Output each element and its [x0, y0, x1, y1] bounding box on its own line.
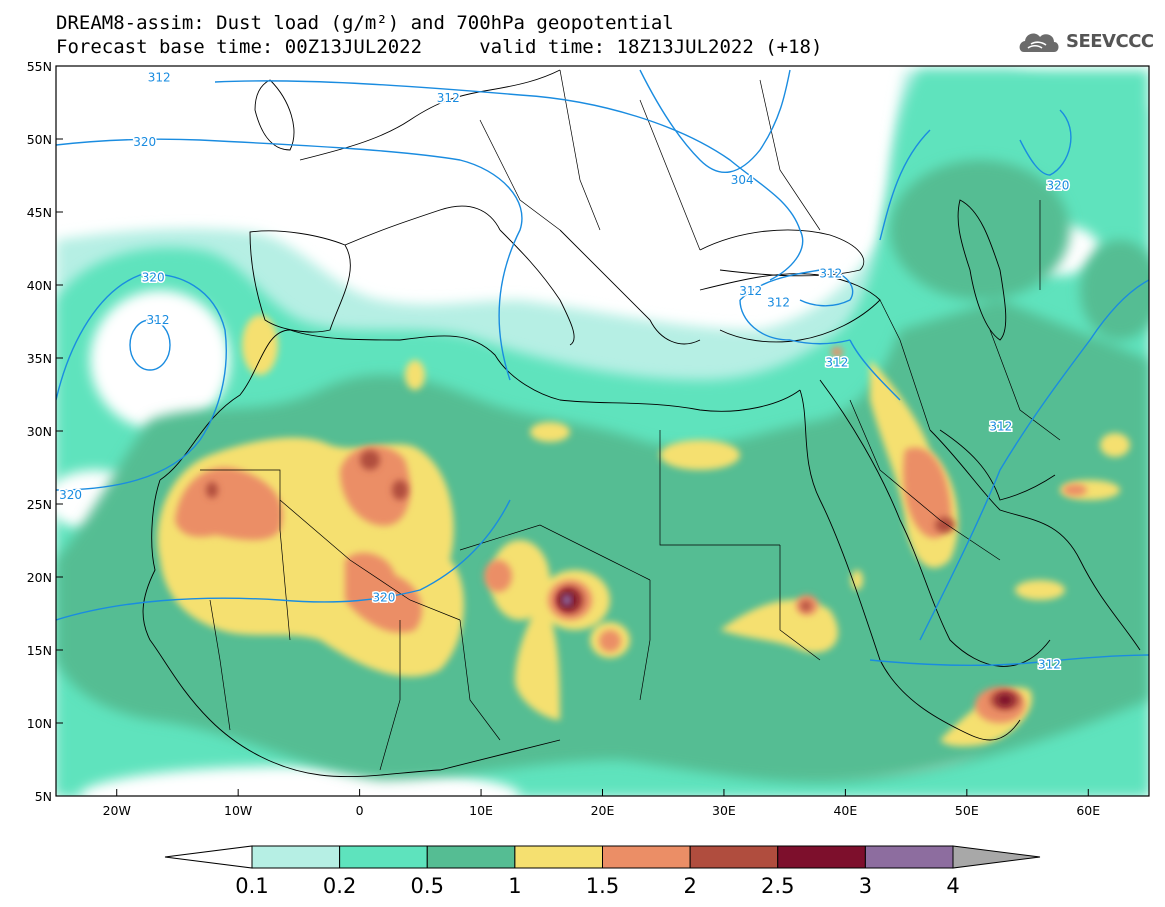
colorbar-label: 0.5 — [411, 874, 444, 898]
colorbar-label: 2.5 — [761, 874, 794, 898]
colorbar-swatch — [777, 845, 866, 869]
contour-label: 312 — [825, 355, 848, 369]
colorbar-swatch — [514, 845, 603, 869]
colorbar-max-triangle — [952, 845, 1041, 869]
lon-tick-label: 10W — [224, 803, 252, 818]
axis-ticks — [56, 65, 1089, 797]
lon-tick-label: 50E — [955, 803, 979, 818]
contour-label: 320 — [142, 271, 165, 285]
lon-tick-label: 60E — [1076, 803, 1100, 818]
coastlines — [142, 69, 1141, 778]
lat-tick-label: 20N — [27, 570, 52, 585]
borders — [200, 69, 1061, 771]
colorbar-swatch — [864, 845, 954, 869]
contour-label: 312 — [148, 71, 171, 85]
lon-tick-label: 30E — [712, 803, 736, 818]
dust-field: 312 312 320 304 320 312 312 312 320 312 312 312 320 3… — [56, 66, 1149, 796]
contour-label: 320 — [372, 590, 395, 604]
contour-label: 312 — [1038, 658, 1061, 672]
lat-tick-label: 25N — [27, 497, 52, 512]
title-line-2: Forecast base time: 00Z13JUL2022 valid t… — [56, 36, 823, 58]
contour-label: 304 — [731, 173, 754, 187]
lat-tick-label: 15N — [27, 643, 52, 658]
cloud-logo-icon — [1019, 33, 1059, 52]
colorbar-swatch — [689, 845, 779, 869]
contour-label: 320 — [1046, 179, 1069, 193]
colorbar-label: 2 — [683, 874, 696, 898]
colorbar-label: 0.2 — [323, 874, 356, 898]
colorbar-label: 1 — [508, 874, 521, 898]
logo-text: SEEVCCC — [1066, 31, 1154, 52]
lat-tick-label: 45N — [27, 205, 52, 220]
colorbar-label: 1.5 — [586, 874, 619, 898]
lat-tick-label: 40N — [27, 278, 52, 293]
title-line-1: DREAM8-assim: Dust load (g/m²) and 700hP… — [56, 12, 674, 34]
lat-tick-label: 35N — [27, 351, 52, 366]
colorbar-swatch — [251, 845, 341, 869]
contour-labels: 312 312 320 304 320 312 312 312 320 312 312 312 320 3… — [58, 69, 1071, 673]
lat-tick-label: 50N — [27, 132, 52, 147]
geopotential-contours — [56, 69, 1149, 667]
colorbar-min-triangle — [164, 845, 253, 869]
lon-tick-label: 10E — [469, 803, 493, 818]
colorbar-label: 4 — [946, 874, 959, 898]
colorbar-swatch — [339, 845, 428, 869]
contour-label: 312 — [739, 284, 762, 298]
lat-tick-label: 10N — [27, 716, 52, 731]
lat-tick-label: 55N — [27, 59, 52, 74]
colorbar: 0.1 0.2 0.5 1 1.5 2 2.5 3 4 — [164, 845, 1041, 898]
contour-label: 312 — [767, 296, 790, 310]
contour-label: 312 — [819, 266, 842, 280]
colorbar-swatch — [602, 845, 691, 869]
colorbar-label: 0.1 — [235, 874, 268, 898]
contour-label: 320 — [59, 488, 82, 502]
lon-tick-label: 40E — [833, 803, 857, 818]
contour-label: 320 — [133, 135, 156, 149]
contour-label: 312 — [989, 420, 1012, 434]
lon-tick-label: 20E — [591, 803, 615, 818]
colorbar-label: 3 — [859, 874, 872, 898]
contour-label: 312 — [147, 313, 170, 327]
lon-tick-label: 0 — [356, 803, 364, 818]
lon-tick-label: 20W — [103, 803, 131, 818]
colorbar-swatch — [426, 845, 516, 869]
contour-label: 312 — [437, 91, 460, 105]
lat-tick-label: 5N — [35, 789, 52, 804]
lat-tick-label: 30N — [27, 424, 52, 439]
axis-labels: 20W 10W 0 10E 20E 30E 40E 50E 60E 55N 50N 45N 40N 35N… — [27, 59, 1101, 818]
